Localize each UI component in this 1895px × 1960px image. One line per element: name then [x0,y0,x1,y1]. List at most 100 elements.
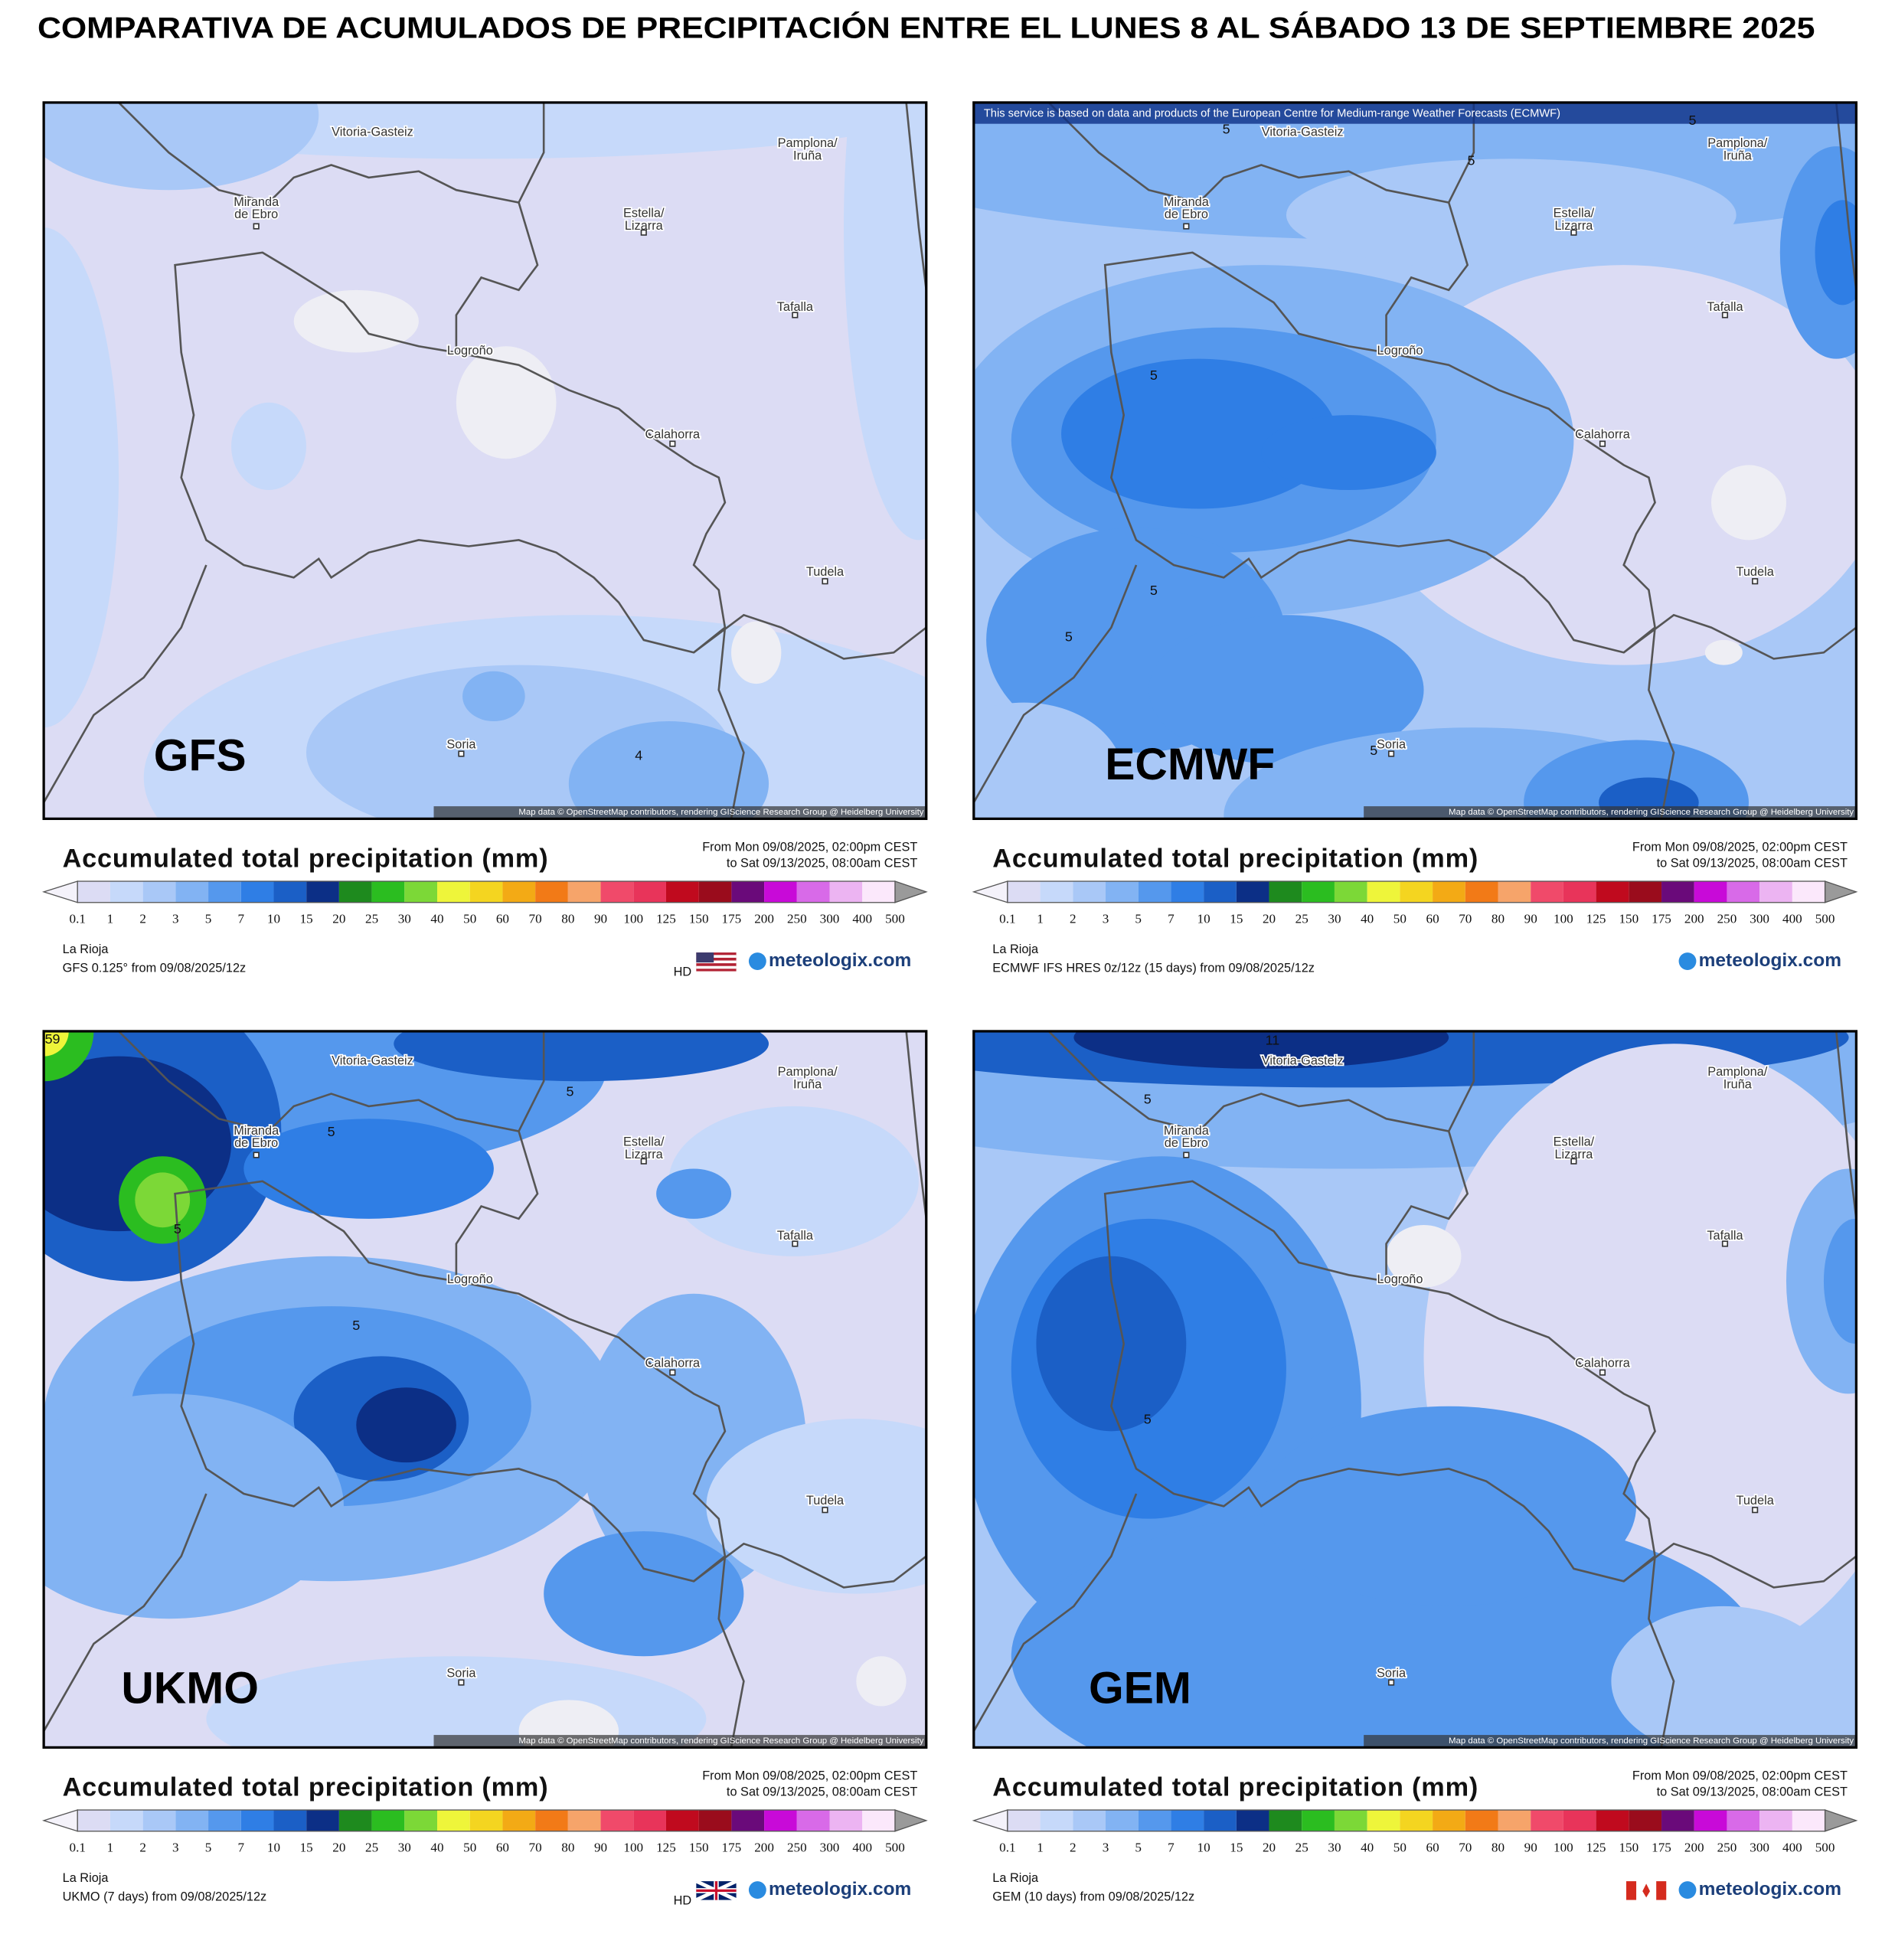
legend-swatch [1334,881,1367,903]
city-label: Pamplona/ [1707,136,1767,150]
legend-swatch [698,881,732,903]
legend-swatch [1269,881,1302,903]
legend-tick-label: 100 [1554,912,1573,926]
map-frame [972,1030,1858,1749]
legend-frame [77,1809,896,1832]
border [44,564,207,803]
model-label: UKMO [121,1663,259,1713]
map-content: 59 5 5 5 5 Vitoria-Gasteiz Pamplona/Iruña Miran… [44,1031,926,1748]
city-marker [1183,1152,1190,1158]
legend-swatch [1334,1810,1367,1831]
border [1385,202,1469,353]
precip-area [243,1119,494,1219]
legend-arrow-right [1824,1809,1858,1832]
legend-tick-label: 7 [1168,912,1175,926]
legend-tick-label: 175 [1652,1841,1671,1855]
precip-area [844,102,926,541]
contour-label: 5 [1150,368,1158,383]
map-content: 4 Vitoria-Gasteiz Pamplona/Iruña Mirandade … [44,102,926,819]
city-marker [1599,440,1606,447]
legend-swatch [829,881,863,903]
city-label: Pamplona/ [778,1065,838,1079]
legend-swatch [338,881,372,903]
legend-frame [1007,1809,1826,1832]
valid-from: From Mon 09/08/2025, 02:00pm CEST [702,840,917,854]
figure-title: COMPARATIVA DE ACUMULADOS DE PRECIPITACI… [38,11,1815,45]
valid-to: to Sat 09/13/2025, 08:00am CEST [727,1785,917,1798]
model-label: GEM [1089,1663,1191,1713]
panel: This service is based on data and produc… [972,101,1858,975]
legend-tick-label: 80 [1491,912,1505,926]
city-label: de Ebro [234,1136,278,1150]
legend-swatch [1433,881,1465,903]
precip-area [973,702,1124,819]
legend-swatch [731,1810,765,1831]
attribution: Map data © OpenStreetMap contributors, r… [518,1736,923,1746]
legend-tick-label: 25 [365,912,378,926]
border [693,1542,926,1589]
precip-area [1711,465,1786,541]
precip-area [668,1106,919,1256]
legend-tick-label: 1 [1037,912,1044,926]
legend-tick-label: 400 [1782,912,1802,926]
city-label: Logroño [1377,344,1423,358]
attribution-bg [1364,806,1857,819]
legend-swatch [1727,1810,1760,1831]
city-label: Estella/ [623,207,665,220]
legend-arrow-left [41,880,78,903]
legend-tick-label: 30 [398,1841,411,1855]
legend-tick-label: 40 [1361,1841,1374,1855]
city-label: Vitoria-Gasteiz [1262,125,1344,139]
legend-tick-label: 100 [1554,1841,1573,1855]
city-label: Iruña [793,1077,822,1091]
precip-area [1036,1256,1187,1432]
legend-swatch [142,881,176,903]
legend-swatch [1596,1810,1629,1831]
legend-arrow-left [41,1809,78,1832]
legend-tick-label: 125 [656,1841,676,1855]
legend-swatch [1694,881,1727,903]
flag-stripe [696,960,737,964]
legend-tick-label: 30 [398,912,411,926]
legend-tick-label: 50 [463,912,476,926]
city-label: de Ebro [1165,1136,1208,1150]
border [1047,102,1475,204]
notice-strip [973,102,1857,124]
city-label: Lizarra [1554,1148,1593,1161]
legend-swatch [208,1810,241,1831]
precip-area [1386,1224,1462,1288]
contour-label: 5 [566,1084,573,1099]
legend-swatch [208,881,241,903]
legend-swatch [796,1810,830,1831]
precip-area [1611,1606,1837,1748]
legend-tick-label: 200 [1684,912,1704,926]
legend-tick-label: 50 [1393,912,1407,926]
precip-area [356,1387,456,1463]
legend-swatch [109,1810,143,1831]
border [455,1131,539,1282]
legend-tick-label: 1 [107,1841,114,1855]
legend-tick-label: 15 [300,912,313,926]
legend-swatch [1661,881,1694,903]
precip-area [1786,1168,1857,1394]
legend-tick-label: 5 [1135,912,1142,926]
map: 59 5 5 5 5 Vitoria-Gasteiz Pamplona/Iruña Miran… [42,1030,928,1749]
precip-area [1704,639,1743,665]
city-marker [1387,750,1395,757]
legend-tick-label: 90 [594,1841,607,1855]
legend-swatch [273,881,307,903]
border [1047,1031,1475,1133]
city-label: de Ebro [234,207,278,221]
attribution: Map data © OpenStreetMap contributors, r… [518,808,923,817]
valid-from: From Mon 09/08/2025, 02:00pm CEST [702,1769,917,1782]
legend-swatch [1204,881,1237,903]
model-source: ECMWF IFS HRES 0z/12z (15 days) from 09/… [992,962,1315,975]
border [1648,627,1675,819]
city-label: Miranda [234,195,279,209]
legend-swatch [437,1810,470,1831]
legend-tick-label: 3 [172,1841,179,1855]
legend-swatch [535,1810,568,1831]
precip-area [1073,1031,1449,1069]
legend-tick-label: 10 [267,1841,280,1855]
